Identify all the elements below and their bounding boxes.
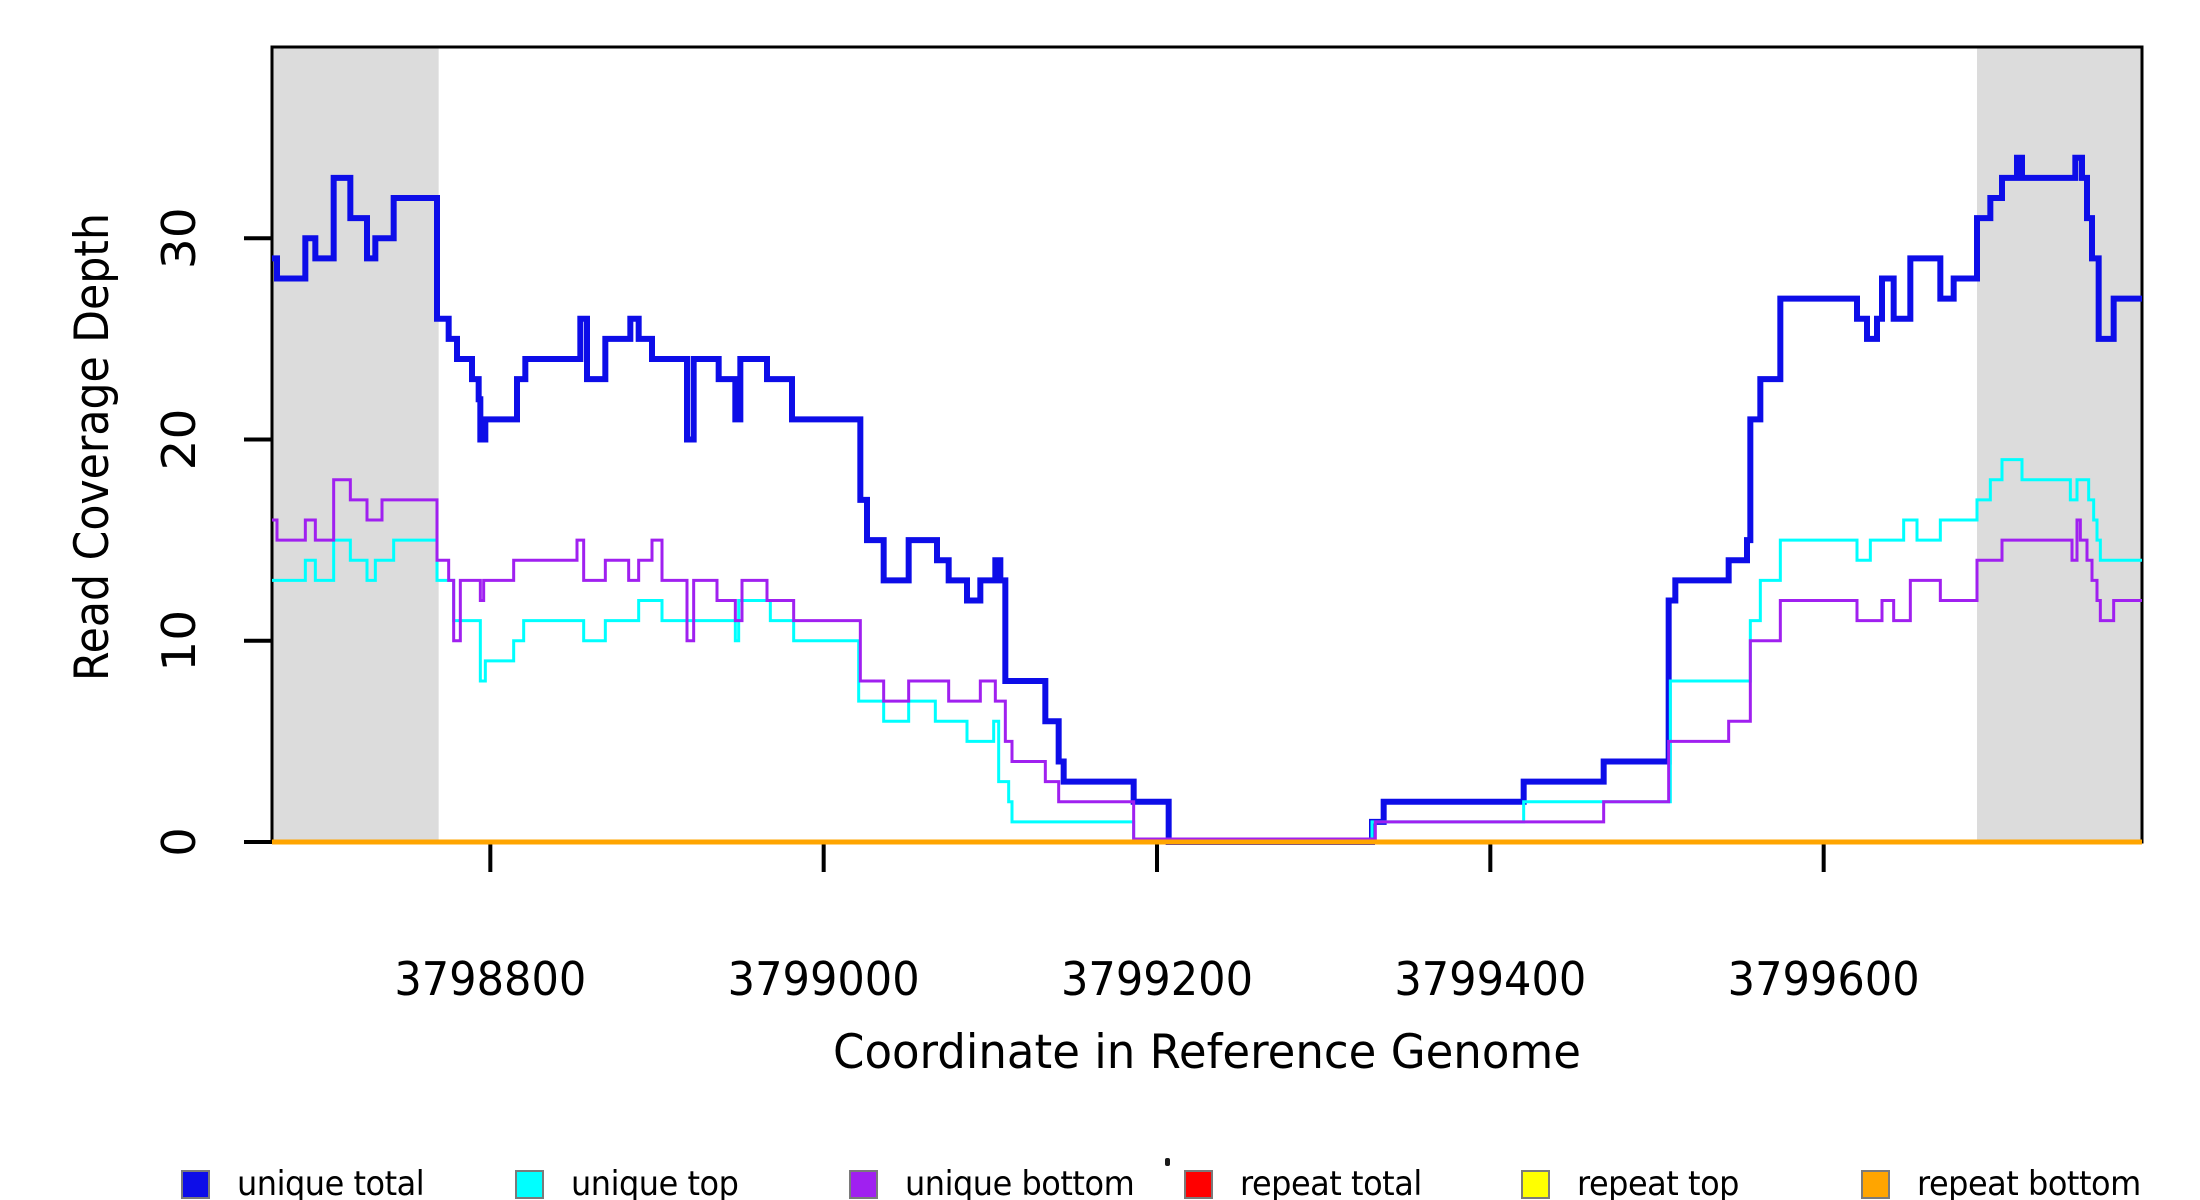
x-tick-label: 3799600: [1728, 952, 1920, 1006]
y-tick-label: 20: [152, 408, 206, 470]
y-axis-title: Read Coverage Depth: [65, 213, 120, 681]
legend-swatch-repeat-top: [1521, 1169, 1550, 1199]
legend-label: repeat bottom: [1917, 1164, 2141, 1200]
stray-mark: [1165, 1158, 1170, 1166]
legend-item-repeat-bottom: repeat bottom: [1861, 1156, 2155, 1200]
y-tick-label: 0: [152, 827, 206, 856]
legend-item-unique-top: unique top: [515, 1156, 749, 1200]
y-tick-label: 30: [152, 207, 206, 269]
series-unique-top: [272, 458, 2142, 844]
legend-item-unique-bottom: unique bottom: [849, 1156, 1149, 1200]
x-tick-label: 3798800: [394, 952, 586, 1006]
legend-swatch-unique-bottom: [849, 1169, 878, 1199]
y-tick-label: 10: [152, 610, 206, 672]
legend-label: unique total: [237, 1164, 425, 1200]
series-unique-bottom: [272, 478, 2142, 841]
plot-box: [270, 45, 2144, 844]
x-tick-label: 3799200: [1061, 952, 1253, 1006]
x-tick-label: 3799400: [1394, 952, 1586, 1006]
highlight-band-1: [1977, 47, 2142, 842]
legend-label: unique top: [571, 1164, 739, 1200]
legend-swatch-unique-top: [515, 1169, 544, 1199]
legend-swatch-repeat-bottom: [1861, 1169, 1890, 1199]
legend-item-unique-total: unique total: [181, 1156, 436, 1200]
legend-swatch-unique-total: [181, 1169, 210, 1199]
legend-item-repeat-top: repeat top: [1521, 1156, 1749, 1200]
highlight-band-0: [272, 47, 439, 842]
series-unique-total: [272, 154, 2142, 845]
legend-label: unique bottom: [905, 1164, 1135, 1200]
legend-item-repeat-total: repeat total: [1184, 1156, 1433, 1200]
x-tick-label: 3799000: [728, 952, 920, 1006]
x-axis-title: Coordinate in Reference Genome: [833, 1025, 1581, 1080]
legend-label: repeat total: [1240, 1164, 1422, 1200]
legend-swatch-repeat-total: [1184, 1169, 1213, 1199]
legend-label: repeat top: [1577, 1164, 1740, 1200]
